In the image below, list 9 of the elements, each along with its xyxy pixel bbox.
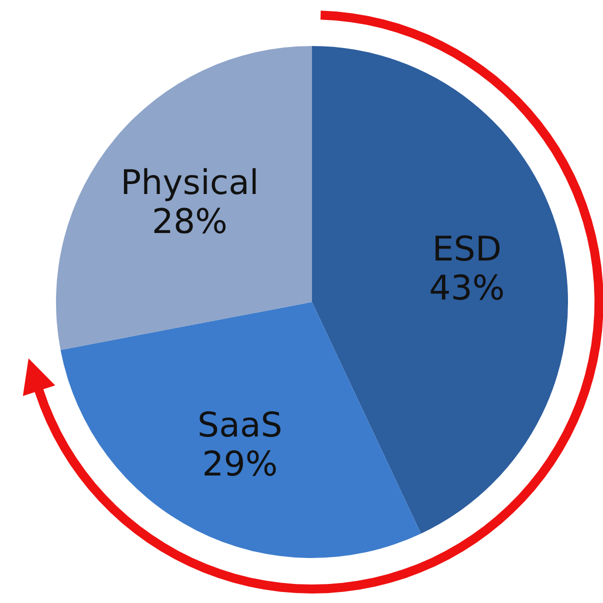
slice-label: SaaS	[198, 406, 282, 446]
data-label: 43%	[429, 268, 505, 309]
data-label: 29%	[202, 444, 278, 485]
pie-slice	[312, 46, 568, 534]
slice-label: Physical	[120, 163, 259, 204]
pie-slice	[60, 302, 421, 558]
data-label: 28%	[152, 202, 228, 242]
slice-label: ESD	[432, 230, 502, 270]
pie-slice	[56, 46, 312, 350]
